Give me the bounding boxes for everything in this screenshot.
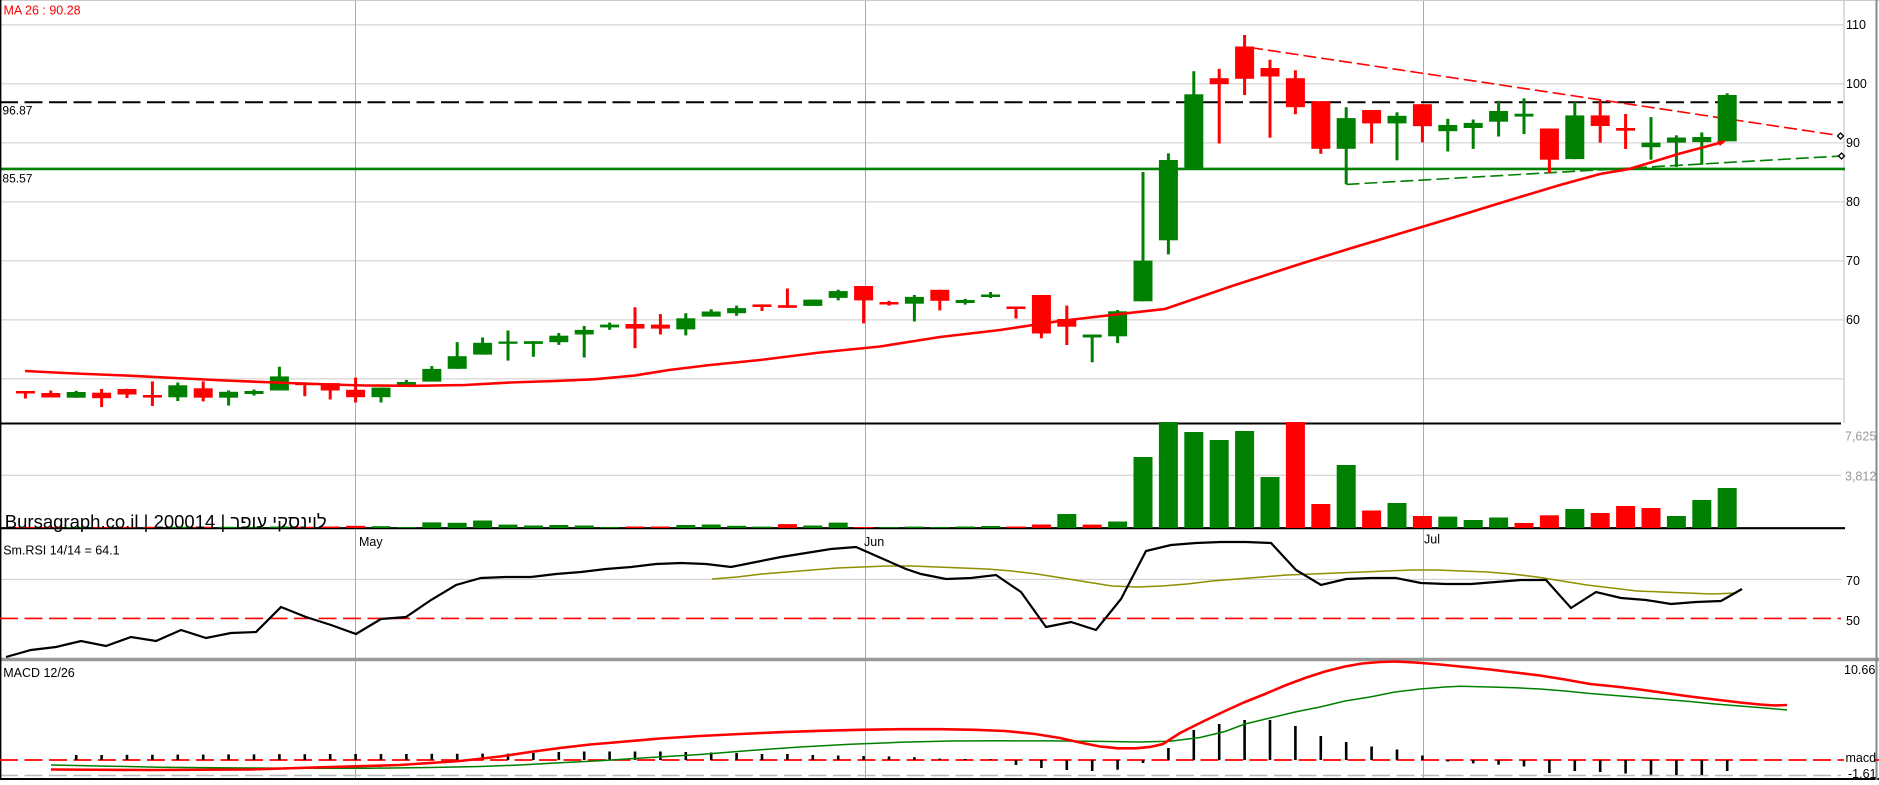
svg-text:MA 26 : 90.28: MA 26 : 90.28 <box>4 4 81 18</box>
svg-text:3,812: 3,812 <box>1845 470 1876 484</box>
svg-text:50: 50 <box>1846 614 1860 628</box>
svg-text:Jun: Jun <box>864 535 884 549</box>
svg-text:80: 80 <box>1846 195 1860 209</box>
svg-text:macd: macd <box>1846 751 1877 765</box>
svg-text:90: 90 <box>1846 136 1860 150</box>
svg-text:10.66: 10.66 <box>1844 663 1875 677</box>
svg-text:70: 70 <box>1846 254 1860 268</box>
svg-text:Jul: Jul <box>1424 533 1440 547</box>
svg-text:96.87: 96.87 <box>2 104 32 118</box>
svg-text:-1.61: -1.61 <box>1848 767 1877 780</box>
svg-text:85.57: 85.57 <box>2 172 32 186</box>
svg-text:100: 100 <box>1846 77 1867 91</box>
svg-text:May: May <box>359 535 383 549</box>
svg-text:110: 110 <box>1846 18 1866 32</box>
svg-text:Bursagraph.co.il | 200014 | לו: Bursagraph.co.il | 200014 | לוינסקי עופר <box>5 511 327 532</box>
svg-text:70: 70 <box>1846 574 1860 588</box>
svg-text:MACD 12/26: MACD 12/26 <box>3 666 75 680</box>
svg-text:7,625: 7,625 <box>1845 430 1876 444</box>
svg-text:60: 60 <box>1846 313 1860 327</box>
svg-text:Sm.RSI 14/14 = 64.1: Sm.RSI 14/14 = 64.1 <box>3 544 119 558</box>
